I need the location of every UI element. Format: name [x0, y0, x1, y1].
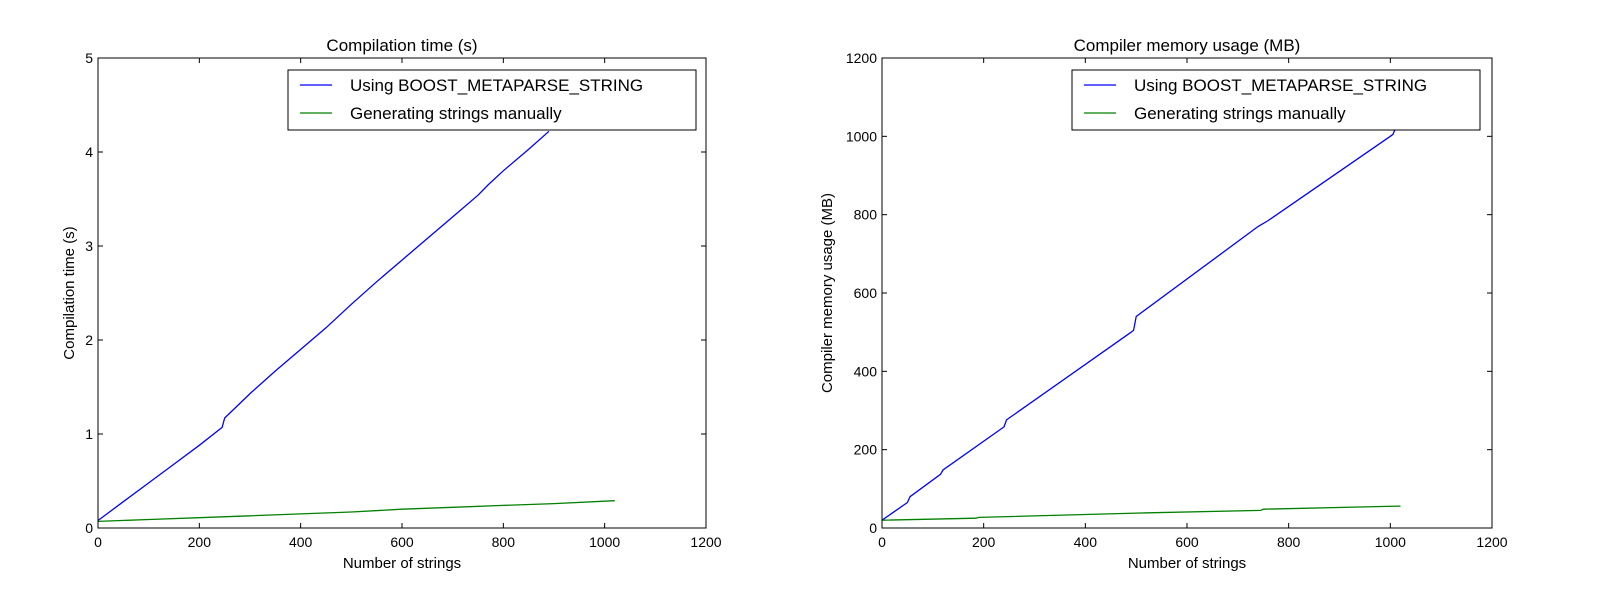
x-tick-label: 800	[492, 534, 516, 550]
y-tick-label: 1200	[846, 50, 877, 66]
x-tick-label: 200	[972, 534, 996, 550]
y-tick-label: 0	[85, 520, 93, 536]
x-tick-label: 800	[1277, 534, 1301, 550]
legend-box	[1071, 69, 1481, 131]
x-tick-label: 0	[878, 534, 886, 550]
series-line-1	[882, 505, 1401, 521]
x-tick-label: 1200	[1476, 534, 1507, 550]
y-tick-label: 1	[85, 426, 93, 442]
legend-label-0: Using BOOST_METAPARSE_STRING	[350, 76, 643, 95]
legend: Using BOOST_METAPARSE_STRING Generating s…	[287, 69, 697, 131]
chart-title: Compiler memory usage (MB)	[1074, 36, 1301, 55]
legend-label-1: Generating strings manually	[1134, 104, 1346, 123]
x-tick-label: 600	[390, 534, 414, 550]
x-tick-label: 1000	[589, 534, 620, 550]
y-axis-label: Compilation time (s)	[61, 226, 78, 359]
compilation-time-chart: 0 200 400 600 800 1000 1200 0 1 2 3 4 5 Compilation t…	[61, 36, 722, 572]
legend-label-1: Generating strings manually	[350, 104, 562, 123]
y-tick-label: 2	[85, 332, 93, 348]
y-tick-label: 1000	[846, 128, 877, 144]
y-tick-label: 3	[85, 238, 93, 254]
legend: Using BOOST_METAPARSE_STRING Generating s…	[1071, 69, 1481, 131]
y-axis-label: Compiler memory usage (MB)	[819, 193, 836, 393]
x-tick-label: 1000	[1375, 534, 1406, 550]
chart-title: Compilation time (s)	[326, 36, 477, 55]
y-tick-label: 4	[85, 144, 93, 160]
x-axis-label: Number of strings	[1128, 555, 1246, 572]
y-tick-label: 600	[854, 285, 878, 301]
x-tick-label: 400	[289, 534, 313, 550]
series-line-1	[98, 500, 615, 523]
y-tick-label: 400	[854, 363, 878, 379]
y-tick-label: 800	[854, 207, 878, 223]
legend-box	[287, 69, 697, 131]
x-tick-label: 0	[94, 534, 102, 550]
x-tick-label: 200	[188, 534, 212, 550]
x-axis-label: Number of strings	[343, 555, 461, 572]
series-line-0	[98, 130, 550, 522]
y-tick-label: 0	[869, 520, 877, 536]
x-tick-label: 400	[1074, 534, 1098, 550]
memory-usage-chart: 0 200 400 600 800 1000 1200 0 200 400 600 800 1000 12…	[819, 36, 1508, 572]
legend-label-0: Using BOOST_METAPARSE_STRING	[1134, 76, 1427, 95]
x-tick-label: 600	[1175, 534, 1199, 550]
y-tick-label: 5	[85, 50, 93, 66]
x-tick-label: 1200	[690, 534, 721, 550]
series-line-0	[882, 128, 1396, 521]
y-tick-label: 200	[854, 442, 878, 458]
